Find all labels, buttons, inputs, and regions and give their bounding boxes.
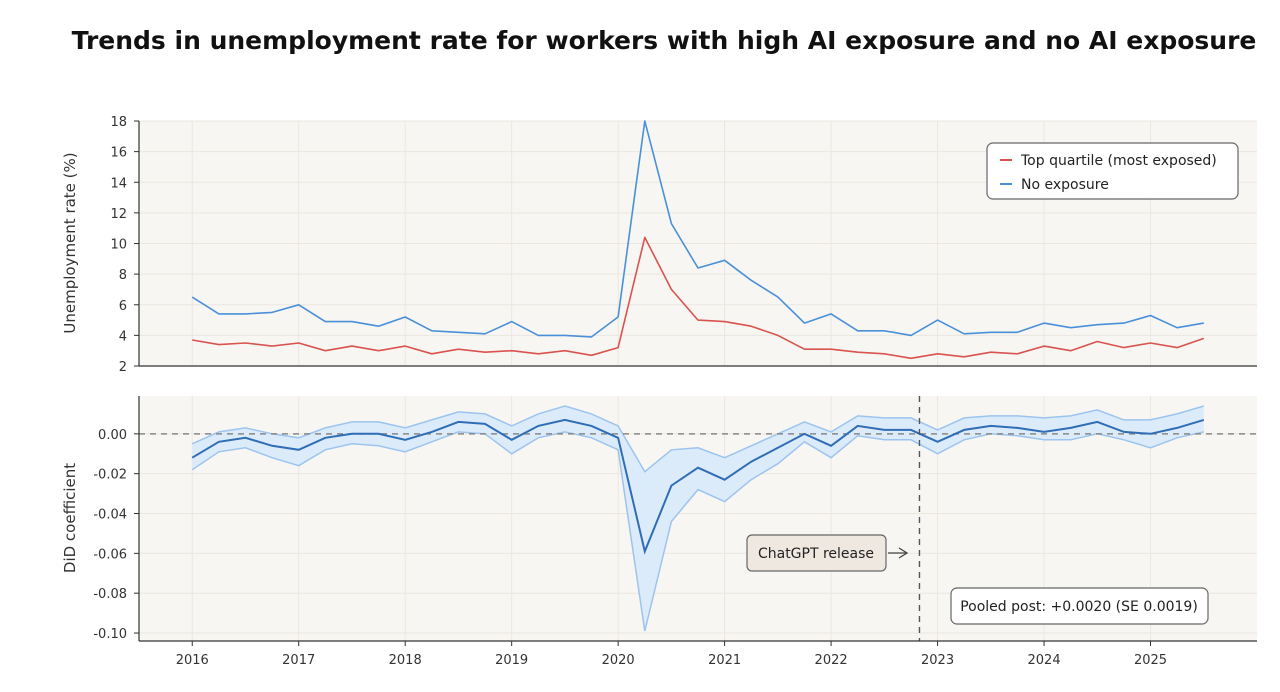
y-tick-label: -0.02 <box>93 468 127 483</box>
legend-box <box>986 142 1239 200</box>
x-tick-label: 2016 <box>176 653 209 668</box>
y-tick-label: -0.04 <box>93 508 127 523</box>
y-tick-label: 10 <box>110 238 127 253</box>
y-tick-label: 2 <box>119 360 127 375</box>
y-tick-label: 8 <box>119 268 127 283</box>
y-tick-label: 0.00 <box>98 428 127 443</box>
legend-label-no-exposure: No exposure <box>1021 177 1109 193</box>
series-group <box>191 120 1205 360</box>
arrow-right-icon <box>898 547 909 559</box>
y-tick-label: 12 <box>110 207 127 222</box>
x-ticks: 2016 2017 2018 2019 2020 2021 2022 2023 2024 2025 <box>176 641 1167 668</box>
y-axis-label: DiD coefficient <box>61 463 79 573</box>
chatgpt-release-annotation: ChatGPT release <box>746 534 909 572</box>
y-tick-label: 6 <box>119 299 127 314</box>
y-tick-label: 18 <box>110 115 127 130</box>
x-tick-label: 2023 <box>921 653 954 668</box>
series-line-no-exposure <box>191 120 1204 338</box>
y-ticks: 0.00 -0.02 -0.04 -0.06 -0.08 -0.10 <box>93 428 139 642</box>
x-tick-label: 2017 <box>282 653 315 668</box>
x-tick-label: 2024 <box>1028 653 1061 668</box>
y-ticks: 2 4 6 8 10 12 14 16 18 <box>110 115 139 375</box>
legend-label-top-quartile: Top quartile (most exposed) <box>1020 153 1217 169</box>
x-tick-label: 2021 <box>708 653 741 668</box>
annotation-box <box>950 587 1209 625</box>
x-tick-label: 2022 <box>815 653 848 668</box>
x-tick-label: 2025 <box>1134 653 1167 668</box>
legend: Top quartile (most exposed) No exposure <box>986 142 1239 200</box>
pooled-post-annotation: Pooled post: +0.0020 (SE 0.0019) <box>950 587 1209 625</box>
y-tick-label: -0.10 <box>93 627 127 642</box>
y-tick-label: -0.08 <box>93 587 127 602</box>
y-tick-label: -0.06 <box>93 547 127 562</box>
x-tick-label: 2018 <box>389 653 422 668</box>
ci-upper-line <box>191 405 1205 473</box>
confidence-band <box>192 406 1204 631</box>
y-tick-label: 14 <box>110 176 127 191</box>
chart-title: Trends in unemployment rate for workers … <box>72 26 1257 55</box>
annotation-text: ChatGPT release <box>758 546 874 562</box>
x-tick-label: 2019 <box>495 653 528 668</box>
unemployment-panel: 2 4 6 8 10 12 14 16 18 Unemployment rate (%) Top… <box>61 115 1257 375</box>
y-tick-label: 16 <box>110 146 127 161</box>
y-axis-label: Unemployment rate (%) <box>61 152 79 333</box>
annotation-box <box>746 534 887 572</box>
y-tick-label: 4 <box>119 329 127 344</box>
ci-lower-line <box>191 431 1204 632</box>
x-tick-label: 2020 <box>602 653 635 668</box>
series-line-did-coefficient <box>191 418 1205 555</box>
did-panel: 0.00 -0.02 -0.04 -0.06 -0.08 -0.10 DiD coeffi… <box>61 396 1257 642</box>
series-line-top-quartile-most-exposed <box>192 236 1205 360</box>
annotation-text: Pooled post: +0.0020 (SE 0.0019) <box>960 599 1198 615</box>
